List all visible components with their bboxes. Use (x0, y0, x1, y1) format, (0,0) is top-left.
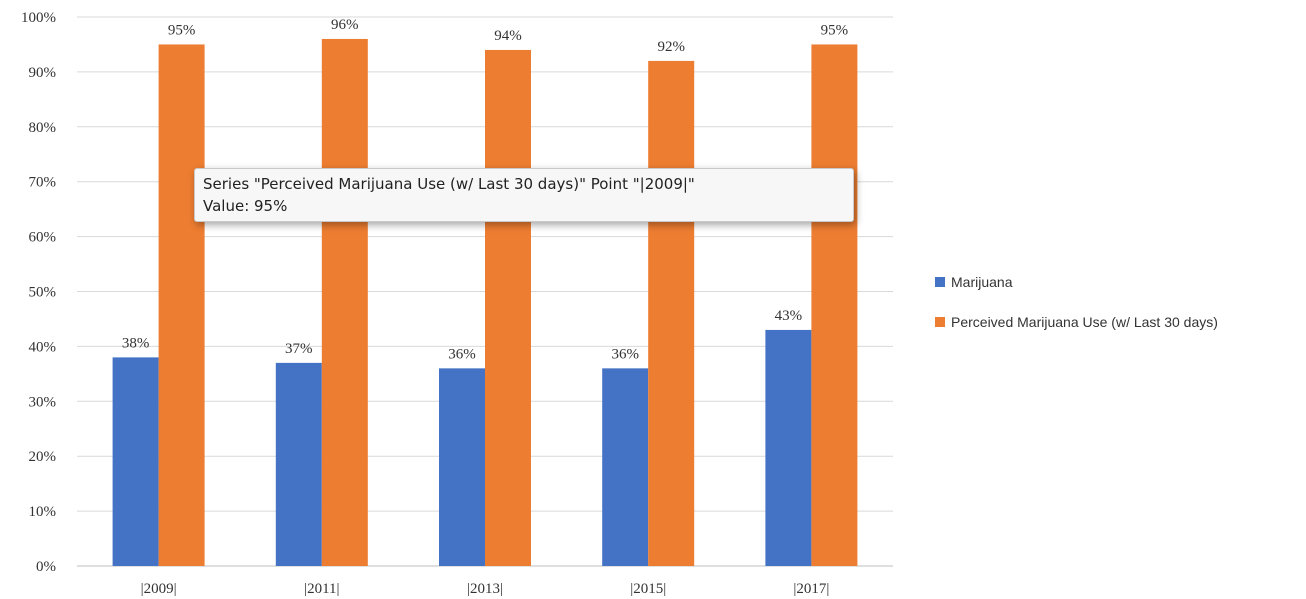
bar-perceived-use[interactable] (811, 44, 858, 566)
bar-perceived-use[interactable] (485, 49, 531, 566)
x-tick-label: |2013| (467, 581, 503, 597)
y-tick-label: 20% (29, 449, 57, 465)
data-label: 38% (122, 335, 150, 351)
bars: 38% 95% 37% 96% 36% 94% 36% 92% 43% 95% (112, 17, 858, 567)
y-tick-label: 60% (29, 230, 57, 246)
x-axis: |2009| |2011| |2013| |2015| |2017| (141, 581, 830, 597)
y-tick-label: 50% (29, 285, 57, 301)
data-label: 36% (448, 346, 476, 362)
bar-perceived-use[interactable] (648, 60, 695, 567)
bar-perceived-use[interactable] (158, 44, 205, 566)
y-axis: 0% 10% 20% 30% 40% 50% 60% 70% 80% 90% 100% (21, 10, 56, 575)
y-tick-label: 30% (29, 394, 57, 410)
bar-marijuana[interactable] (112, 357, 159, 566)
y-tick-label: 70% (29, 175, 57, 191)
legend-label: Perceived Marijuana Use (w/ Last 30 days… (951, 314, 1218, 330)
tooltip-series-line: Series "Perceived Marijuana Use (w/ Last… (203, 175, 695, 193)
legend-label: Marijuana (951, 274, 1013, 290)
x-tick-label: |2011| (304, 581, 339, 597)
y-tick-label: 40% (29, 339, 57, 355)
data-label: 95% (821, 22, 849, 38)
legend: Marijuana Perceived Marijuana Use (w/ Las… (935, 274, 1218, 330)
y-tick-label: 100% (21, 10, 56, 26)
legend-swatch (935, 277, 945, 287)
tooltip-value-line: Value: 95% (203, 197, 288, 215)
x-tick-label: |2017| (793, 581, 829, 597)
legend-swatch (935, 317, 945, 327)
data-label: 37% (285, 341, 313, 357)
y-tick-label: 0% (36, 559, 56, 575)
x-tick-label: |2015| (630, 581, 666, 597)
data-tooltip: Series "Perceived Marijuana Use (w/ Last… (194, 168, 854, 222)
bar-marijuana[interactable] (275, 362, 322, 566)
y-tick-label: 10% (29, 504, 57, 520)
bar-marijuana[interactable] (439, 368, 485, 566)
y-tick-label: 80% (29, 120, 57, 136)
x-tick-label: |2009| (141, 581, 177, 597)
data-label: 36% (611, 346, 639, 362)
data-label: 43% (775, 308, 803, 324)
bar-marijuana[interactable] (765, 329, 812, 566)
y-tick-label: 90% (29, 65, 57, 81)
data-label: 94% (494, 28, 522, 44)
data-label: 92% (657, 39, 685, 55)
bar-perceived-use[interactable] (321, 38, 368, 566)
bar-marijuana[interactable] (602, 368, 649, 566)
data-label: 95% (168, 22, 196, 38)
data-label: 96% (331, 17, 359, 33)
